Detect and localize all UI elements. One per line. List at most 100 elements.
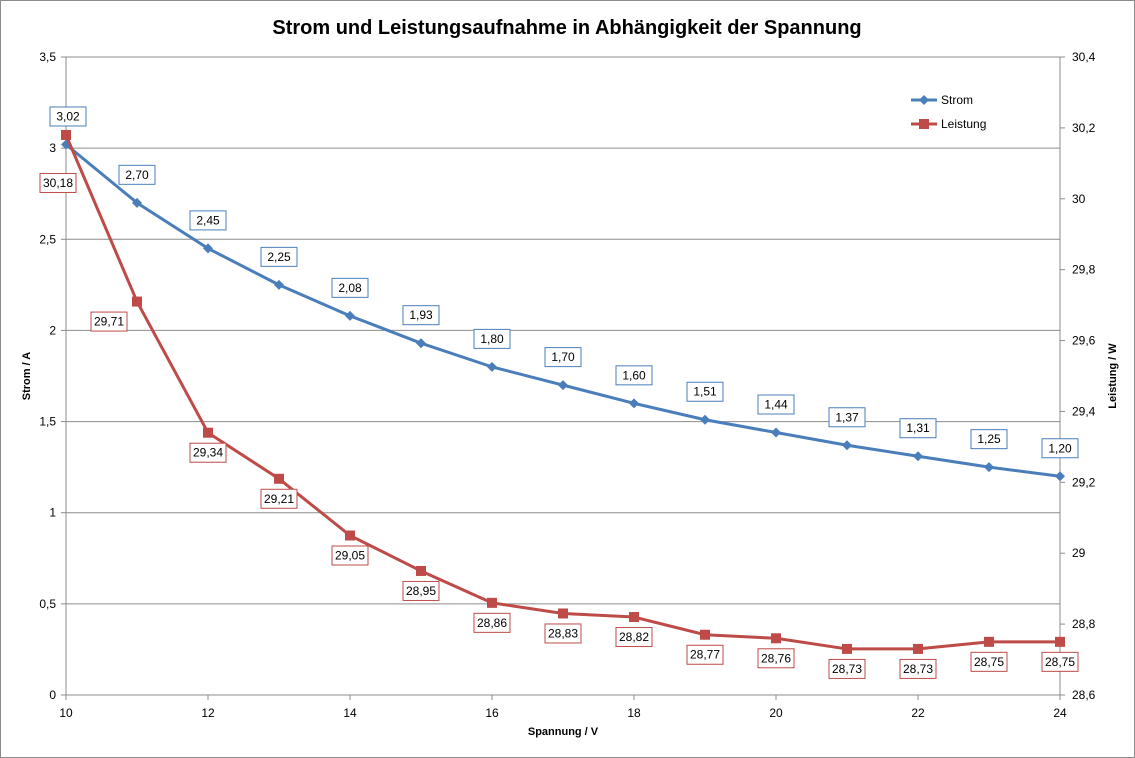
data-point-strom [345, 310, 355, 321]
data-label: 28,75 [974, 655, 1004, 669]
y-tick-label: 2,5 [39, 232, 56, 246]
data-label-box [899, 418, 937, 439]
plot-area: 0 0,5 1 1,5 2 2,5 3 3,5 28,6 28,8 29 29,2 29,4 29,6 29… [39, 50, 1095, 720]
data-point-strom [558, 380, 568, 391]
x-tick-label: 10 [59, 706, 73, 720]
data-label-box [473, 612, 511, 633]
data-point-strom [274, 279, 284, 290]
y2-tick-label: 29 [1072, 546, 1086, 560]
data-point-leistung [487, 597, 497, 608]
data-label: 1,25 [977, 432, 1001, 446]
data-label: 28,86 [477, 616, 507, 630]
y-tick-label: 0,5 [39, 597, 56, 611]
data-label-box [899, 658, 937, 679]
data-label-box [260, 246, 298, 267]
data-label: 28,75 [1045, 655, 1075, 669]
legend-marker-strom [919, 95, 929, 105]
data-label: 1,70 [551, 350, 575, 364]
data-label-box [1041, 438, 1079, 459]
y2-tick-label: 29,8 [1072, 263, 1096, 277]
data-label-box [970, 429, 1008, 450]
data-label-box [615, 627, 653, 648]
x-tick-label: 22 [911, 706, 925, 720]
data-label: 2,25 [267, 250, 291, 264]
x-tick-label: 18 [627, 706, 641, 720]
data-point-leistung [203, 427, 213, 438]
x-tick-label: 24 [1053, 706, 1067, 720]
data-label: 29,34 [193, 446, 223, 460]
data-point-strom [771, 427, 781, 438]
data-label-box [828, 658, 866, 679]
data-label: 28,73 [903, 662, 933, 676]
data-point-strom [984, 462, 994, 473]
data-label: 30,18 [43, 176, 73, 190]
y2-tick-label: 29,4 [1072, 404, 1096, 418]
data-point-leistung [842, 643, 852, 654]
data-label-box [1041, 651, 1079, 672]
data-point-strom [842, 440, 852, 451]
data-label: 28,77 [690, 648, 720, 662]
data-label: 29,05 [335, 549, 365, 563]
data-point-leistung [274, 473, 284, 484]
legend-label-leistung: Leistung [941, 117, 986, 131]
y-tick-label: 1,5 [39, 415, 56, 429]
data-point-strom [203, 243, 213, 254]
data-label: 1,37 [835, 410, 859, 424]
data-label-box [544, 347, 582, 368]
data-label-box [402, 580, 440, 601]
legend: Strom Leistung [911, 93, 986, 131]
data-label: 1,80 [480, 332, 504, 346]
data-label-box [189, 442, 227, 463]
data-label-box [615, 365, 653, 386]
data-label-box [757, 394, 795, 415]
data-label-box [473, 328, 511, 349]
data-point-leistung [984, 636, 994, 647]
data-label: 1,93 [409, 308, 433, 322]
data-label: 2,70 [125, 168, 149, 182]
data-label-box [260, 488, 298, 509]
x-tick-label: 16 [485, 706, 499, 720]
legend-label-strom: Strom [941, 93, 973, 107]
y-tick-label: 3,5 [39, 50, 56, 64]
chart-title: Strom und Leistungsaufnahme in Abhängigk… [272, 17, 861, 39]
data-point-leistung [771, 633, 781, 644]
data-point-leistung [345, 530, 355, 541]
data-point-leistung [61, 129, 71, 140]
data-point-strom [132, 197, 142, 208]
data-point-leistung [913, 643, 923, 654]
data-label: 29,71 [94, 315, 124, 329]
data-point-strom [487, 361, 497, 372]
y2-axis-title: Leistung / W [1107, 343, 1119, 409]
data-label: 28,82 [619, 630, 649, 644]
y2-tick-label: 28,6 [1072, 688, 1096, 702]
y2-tick-label: 29,6 [1072, 334, 1096, 348]
y-tick-label: 1 [49, 506, 56, 520]
data-label-box [118, 164, 156, 185]
data-label-box [828, 407, 866, 428]
data-label: 1,51 [693, 385, 717, 399]
data-label-box [757, 648, 795, 669]
x-tick-label: 12 [201, 706, 215, 720]
y-tick-label: 0 [49, 688, 56, 702]
data-label-box [331, 277, 369, 298]
legend-marker-leistung [919, 119, 929, 129]
data-label-box [90, 311, 128, 332]
data-label-box [544, 623, 582, 644]
data-label: 1,20 [1048, 441, 1072, 455]
y-tick-label: 3 [49, 141, 56, 155]
data-point-leistung [416, 565, 426, 576]
data-label: 3,02 [56, 109, 80, 123]
x-tick-label: 14 [343, 706, 357, 720]
y2-tick-label: 29,2 [1072, 475, 1096, 489]
x-tick-label: 20 [769, 706, 783, 720]
y2-tick-label: 28,8 [1072, 617, 1096, 631]
data-label: 2,08 [338, 281, 362, 295]
data-point-strom [700, 414, 710, 425]
data-label-box [686, 644, 724, 665]
data-point-leistung [558, 608, 568, 619]
y2-tick-label: 30 [1072, 192, 1086, 206]
data-point-strom [913, 451, 923, 462]
data-label: 1,31 [906, 421, 930, 435]
data-label: 1,44 [764, 398, 788, 412]
